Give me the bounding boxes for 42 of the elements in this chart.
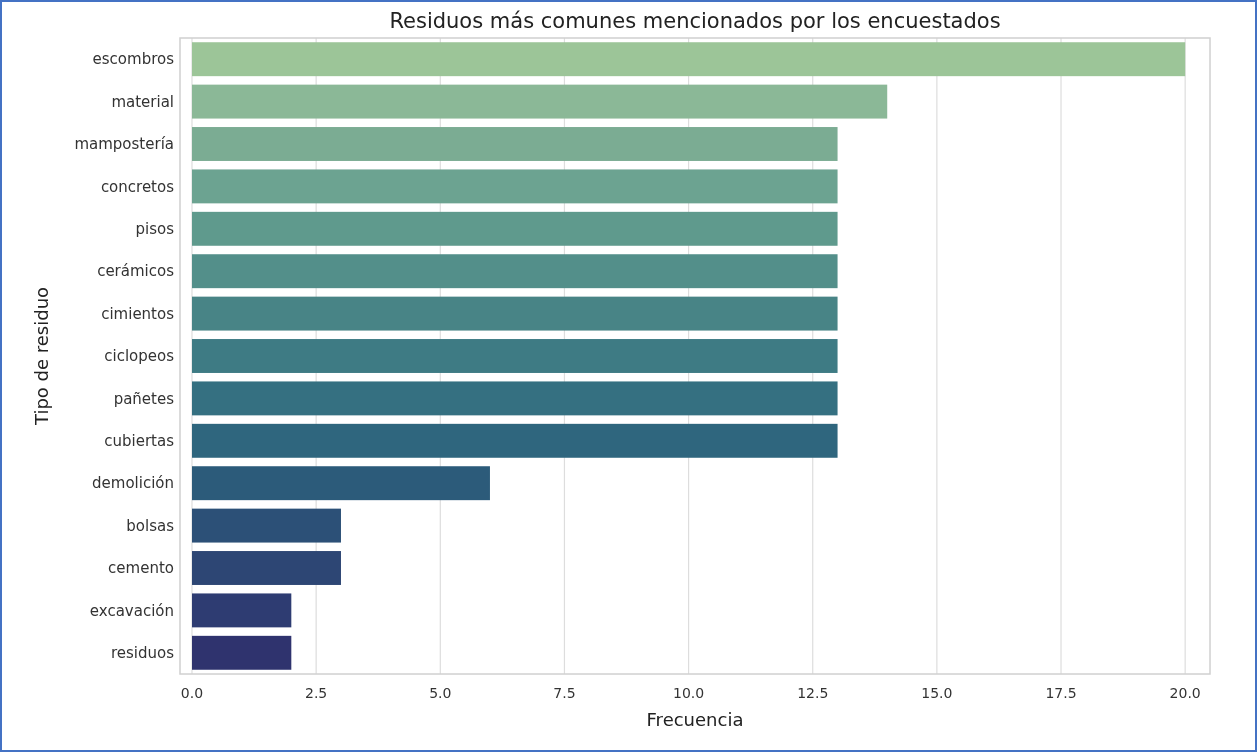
bar bbox=[192, 127, 838, 161]
bar bbox=[192, 339, 838, 373]
y-tick-label: residuos bbox=[110, 644, 175, 663]
x-tick-label: 10.0 bbox=[673, 685, 705, 701]
x-tick-label: 0.0 bbox=[180, 685, 204, 701]
y-tick-label: pañetes bbox=[113, 389, 175, 408]
y-tick-label: cemento bbox=[108, 559, 174, 578]
bar bbox=[192, 466, 490, 501]
bar bbox=[192, 254, 838, 289]
bar bbox=[192, 508, 341, 543]
bar bbox=[192, 381, 838, 416]
y-tick-label: material bbox=[111, 92, 174, 111]
y-tick-label: cimientos bbox=[101, 304, 175, 323]
bar bbox=[192, 211, 838, 246]
y-axis-title: Tipo de residuo bbox=[31, 286, 52, 427]
x-tick-label: 12.5 bbox=[797, 685, 829, 701]
bar bbox=[192, 296, 838, 331]
x-tick-label: 15.0 bbox=[921, 685, 953, 701]
y-tick-label: escombros bbox=[92, 50, 175, 69]
x-tick-label: 7.5 bbox=[553, 685, 576, 701]
y-tick-label: cerámicos bbox=[97, 262, 175, 281]
x-axis-title: Frecuencia bbox=[646, 709, 744, 730]
bar bbox=[192, 593, 292, 628]
bar bbox=[192, 423, 838, 458]
x-tick-label: 2.5 bbox=[305, 685, 328, 701]
y-tick-label: excavación bbox=[89, 601, 174, 620]
y-tick-label: ciclopeos bbox=[104, 347, 175, 366]
y-tick-label: cubiertas bbox=[104, 432, 175, 451]
bar bbox=[192, 84, 888, 119]
chart-title: Residuos más comunes mencionados por los encuestados bbox=[389, 9, 1001, 33]
bar bbox=[192, 551, 341, 585]
y-tick-label: mampostería bbox=[74, 135, 174, 154]
y-tick-label: concretos bbox=[100, 177, 175, 196]
x-tick-label: 17.5 bbox=[1045, 685, 1077, 701]
y-tick-label: bolsas bbox=[126, 516, 175, 535]
bar bbox=[192, 635, 292, 670]
bar bbox=[192, 169, 838, 204]
x-tick-label: 20.0 bbox=[1169, 685, 1201, 701]
y-tick-label: demolición bbox=[92, 474, 174, 493]
bar bbox=[192, 42, 1186, 77]
x-tick-label: 5.0 bbox=[429, 685, 452, 701]
y-tick-label: pisos bbox=[135, 220, 175, 239]
